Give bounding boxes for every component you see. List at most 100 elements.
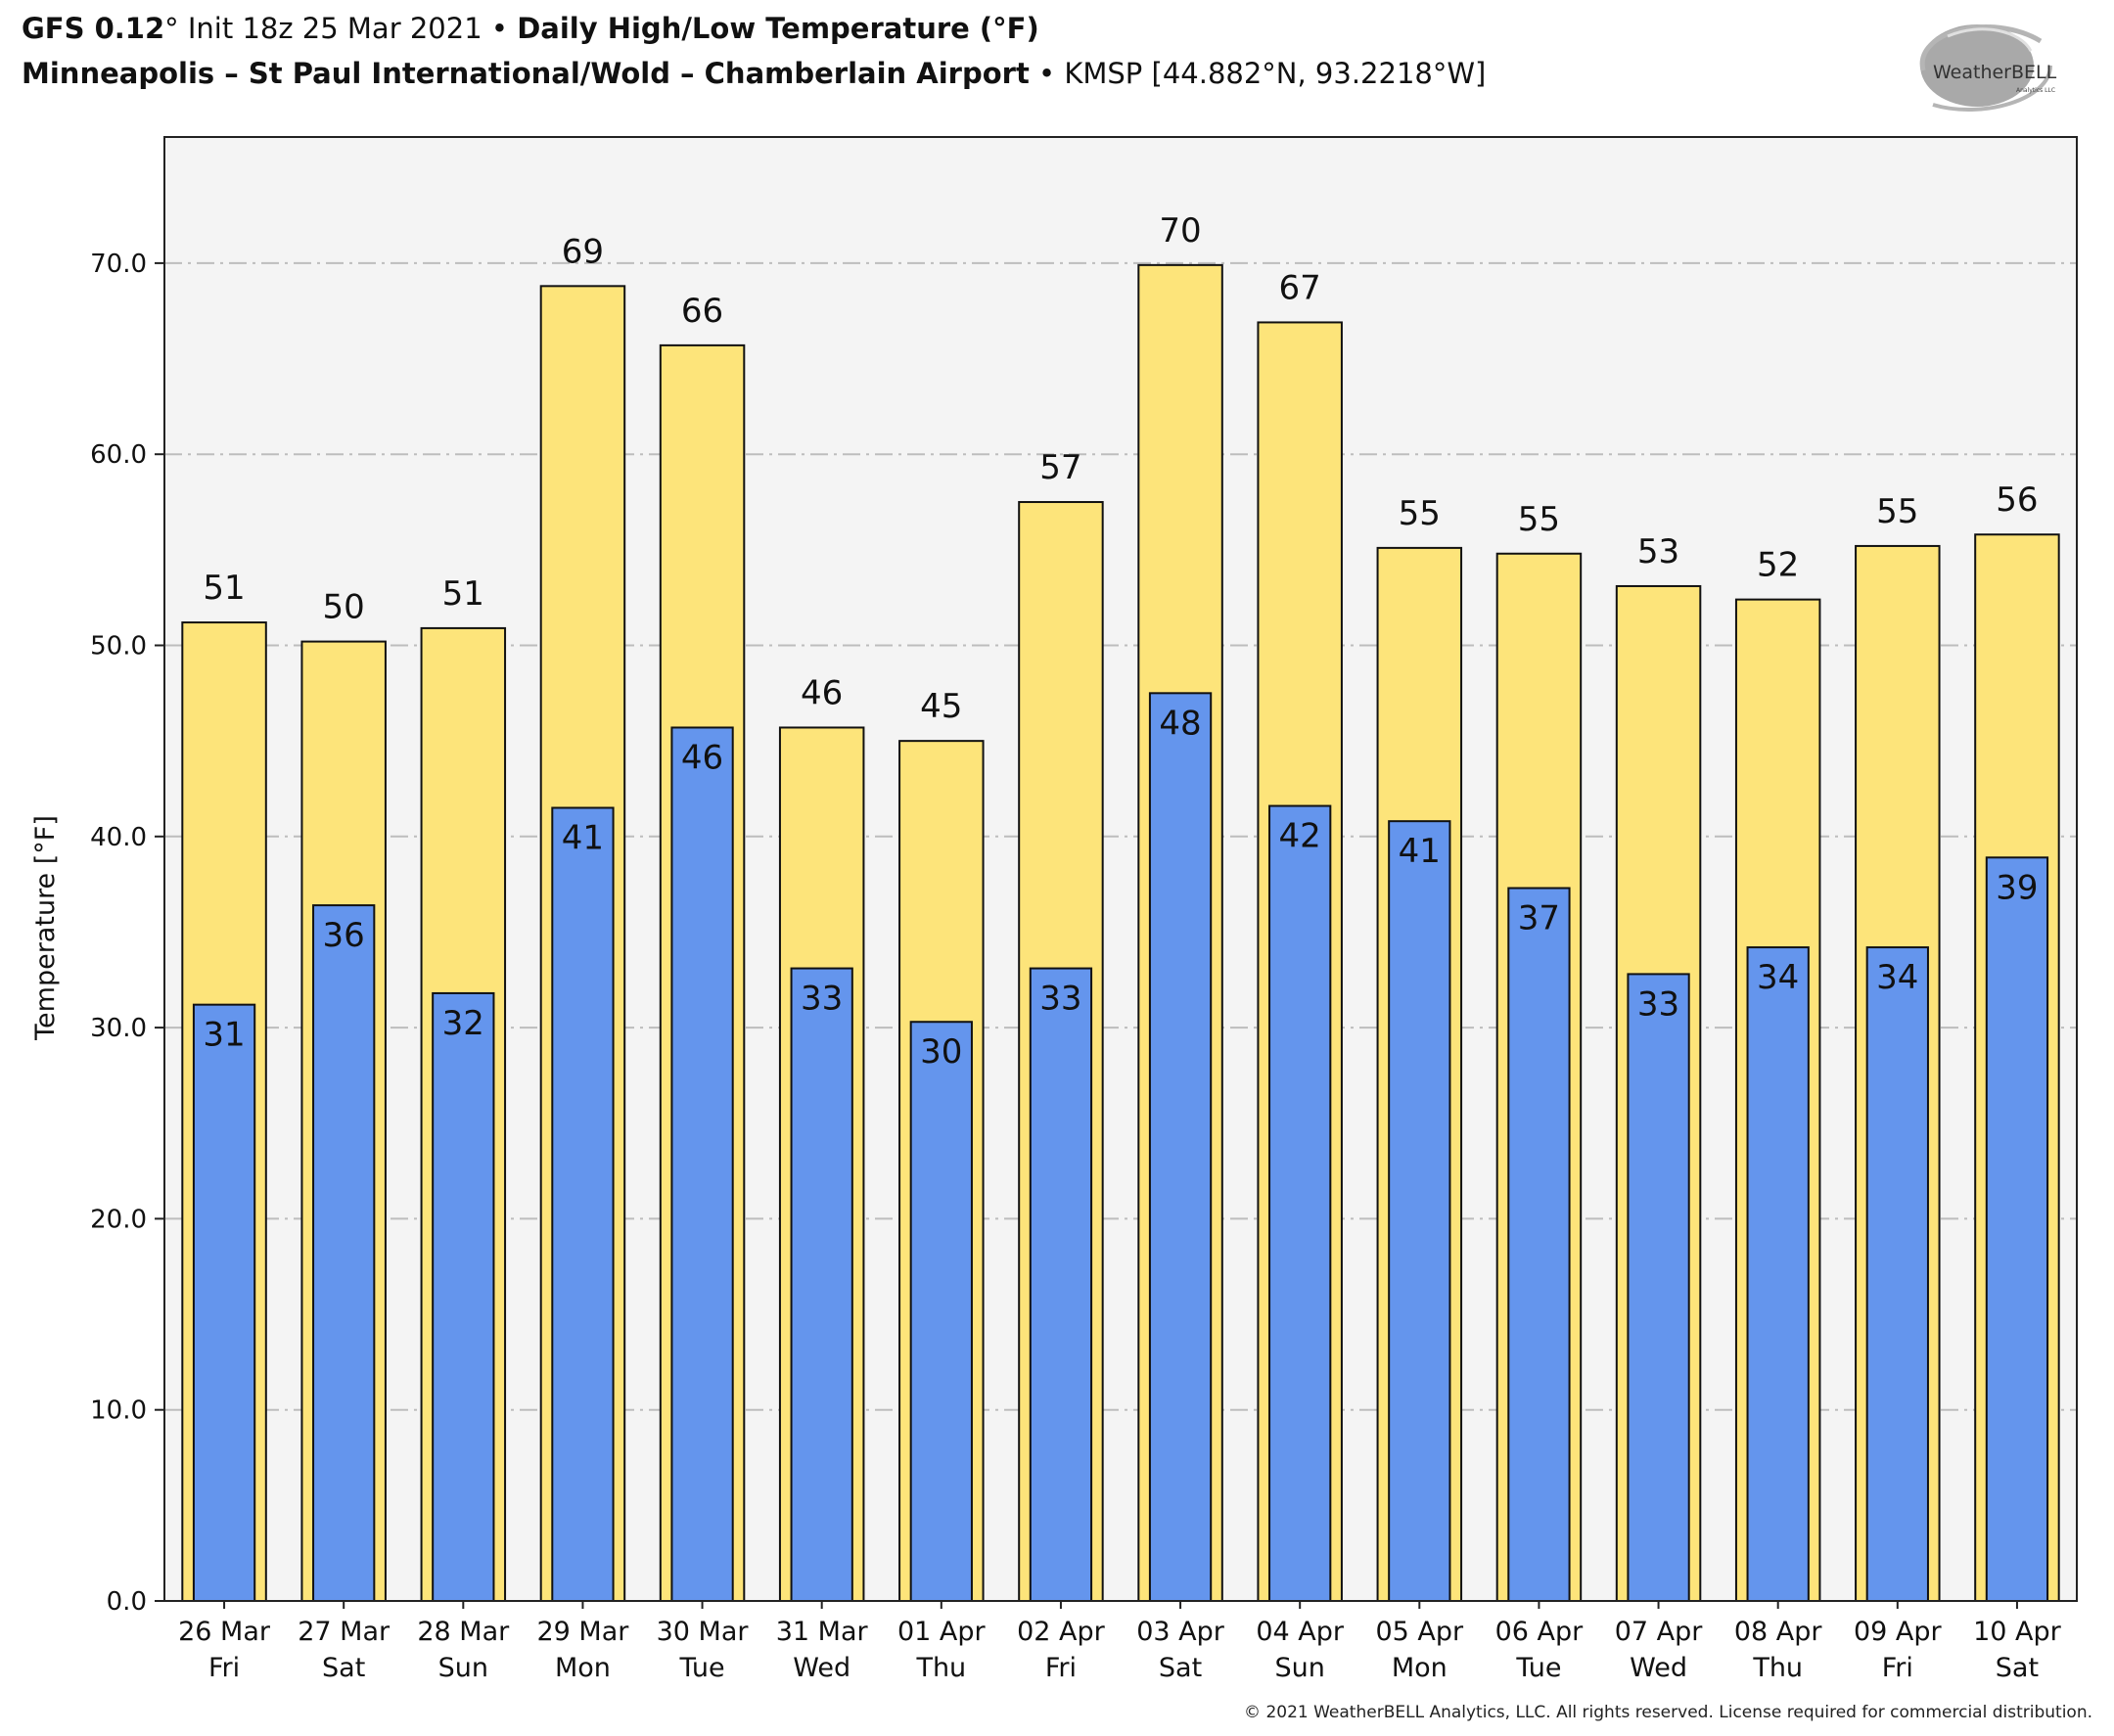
- low-bar: [670, 726, 734, 1602]
- x-tick-label-date: 31 Mar: [776, 1617, 869, 1647]
- title-separator: •: [482, 12, 518, 45]
- x-tick-label-date: 01 Apr: [897, 1617, 987, 1647]
- y-tick-label: 10.0: [90, 1396, 147, 1426]
- chart-title-line-2: Minneapolis – St Paul International/Wold…: [22, 57, 1486, 90]
- logo-text: WeatherBELL: [1933, 62, 2057, 83]
- bar-labels: 51 31 50 36 51 32 69 41 66 46 46 33 45 30 57 33 70 48 67 42…: [203, 211, 2038, 1072]
- station-id: KMSP [44.882°N, 93.2218°W]: [1064, 57, 1487, 90]
- x-axis: 26 Mar Fri 27 Mar Sat 28 Mar Sun 29 Mar Mon 30 M…: [178, 1601, 2062, 1683]
- y-tick-label: 20.0: [90, 1205, 147, 1234]
- x-tick-label-date: 04 Apr: [1256, 1617, 1345, 1647]
- x-tick-label-date: 30 Mar: [657, 1617, 750, 1647]
- high-value-label: 67: [1279, 268, 1321, 307]
- low-value-label: 46: [681, 738, 723, 777]
- x-tick-label-day: Sat: [322, 1653, 365, 1683]
- product-name: Daily High/Low Temperature (°F): [517, 12, 1039, 45]
- y-tick-label: 0.0: [107, 1587, 147, 1617]
- high-value-label: 70: [1159, 211, 1201, 251]
- x-tick-label-day: Sun: [438, 1653, 488, 1683]
- high-value-label: 55: [1876, 492, 1918, 531]
- low-bar: [1985, 856, 2049, 1602]
- x-tick-label-day: Wed: [793, 1653, 850, 1683]
- x-tick-label-date: 27 Mar: [298, 1617, 391, 1647]
- x-tick-label-date: 08 Apr: [1734, 1617, 1823, 1647]
- high-value-label: 69: [562, 232, 604, 271]
- high-value-label: 53: [1637, 532, 1679, 571]
- model-name: GFS 0.12: [22, 12, 165, 45]
- high-value-label: 55: [1518, 500, 1560, 539]
- x-tick-label-day: Thu: [1752, 1653, 1803, 1683]
- station-name: Minneapolis – St Paul International/Wold…: [22, 57, 1030, 90]
- weatherbell-logo: WeatherBELL Analytics LLC: [1919, 24, 2057, 113]
- station-separator: •: [1029, 57, 1065, 90]
- x-tick-label-day: Fri: [1045, 1653, 1077, 1683]
- y-tick-label: 30.0: [90, 1014, 147, 1043]
- low-value-label: 31: [203, 1016, 245, 1055]
- low-value-label: 36: [323, 916, 365, 955]
- low-value-label: 34: [1876, 958, 1918, 997]
- y-tick-label: 50.0: [90, 631, 147, 661]
- low-bars: [192, 692, 2049, 1602]
- low-bar: [1865, 946, 1929, 1602]
- high-value-label: 52: [1757, 546, 1799, 585]
- x-tick-label-date: 26 Mar: [178, 1617, 271, 1647]
- low-bar: [1746, 946, 1810, 1602]
- copyright-notice: © 2021 WeatherBELL Analytics, LLC. All r…: [1244, 1703, 2092, 1722]
- high-value-label: 57: [1039, 448, 1081, 487]
- logo-subtext: Analytics LLC: [2016, 87, 2055, 94]
- low-value-label: 33: [801, 980, 843, 1019]
- low-bar: [551, 806, 615, 1602]
- low-value-label: 42: [1279, 817, 1321, 856]
- high-value-label: 66: [681, 292, 723, 331]
- high-value-label: 46: [801, 673, 843, 712]
- logo-swirl-arc: [1919, 24, 2043, 71]
- low-value-label: 32: [442, 1004, 484, 1043]
- low-bar: [1029, 967, 1093, 1602]
- logo-swirl-arc: [1932, 65, 2052, 113]
- init-time: Init 18z 25 Mar 2021: [178, 12, 483, 45]
- low-bar: [1627, 973, 1690, 1602]
- high-value-label: 51: [203, 569, 245, 608]
- y-tick-label: 70.0: [90, 250, 147, 279]
- low-bar: [1148, 692, 1213, 1602]
- low-value-label: 30: [920, 1032, 962, 1072]
- high-value-label: 45: [920, 687, 962, 726]
- logo-swirl-arc: [1947, 27, 2033, 52]
- low-bar: [1388, 820, 1451, 1602]
- high-value-label: 51: [442, 574, 484, 614]
- x-tick-label-date: 06 Apr: [1495, 1617, 1585, 1647]
- y-tick-label: 40.0: [90, 823, 147, 852]
- x-tick-label-day: Tue: [1515, 1653, 1561, 1683]
- y-axis-label: Temperature [°F]: [30, 815, 61, 1041]
- x-tick-label-date: 29 Mar: [536, 1617, 629, 1647]
- x-tick-label-day: Sat: [1996, 1653, 2039, 1683]
- low-bar: [1268, 804, 1332, 1602]
- low-value-label: 33: [1039, 980, 1081, 1019]
- low-bar: [1507, 887, 1571, 1602]
- low-value-label: 48: [1159, 704, 1201, 743]
- low-bar: [432, 991, 495, 1602]
- low-value-label: 34: [1757, 958, 1799, 997]
- x-tick-label-day: Sun: [1275, 1653, 1325, 1683]
- low-value-label: 41: [562, 819, 604, 858]
- low-value-label: 39: [1996, 868, 2038, 907]
- low-value-label: 33: [1637, 984, 1679, 1024]
- x-tick-label-day: Mon: [555, 1653, 611, 1683]
- x-tick-label-date: 28 Mar: [417, 1617, 510, 1647]
- low-bar: [192, 1003, 256, 1602]
- plot-frame: [163, 136, 2078, 1602]
- low-bar: [909, 1021, 973, 1602]
- x-tick-label-date: 03 Apr: [1136, 1617, 1225, 1647]
- x-tick-label-date: 07 Apr: [1615, 1617, 1704, 1647]
- x-tick-label-date: 05 Apr: [1375, 1617, 1464, 1647]
- low-value-label: 41: [1399, 832, 1441, 871]
- x-tick-label-day: Mon: [1392, 1653, 1448, 1683]
- x-tick-label-day: Sat: [1159, 1653, 1202, 1683]
- x-tick-label-day: Thu: [915, 1653, 966, 1683]
- x-tick-label-day: Wed: [1630, 1653, 1687, 1683]
- y-tick-label: 60.0: [90, 440, 147, 470]
- high-value-label: 50: [323, 588, 365, 627]
- x-tick-label-day: Tue: [679, 1653, 725, 1683]
- x-tick-label-day: Fri: [208, 1653, 240, 1683]
